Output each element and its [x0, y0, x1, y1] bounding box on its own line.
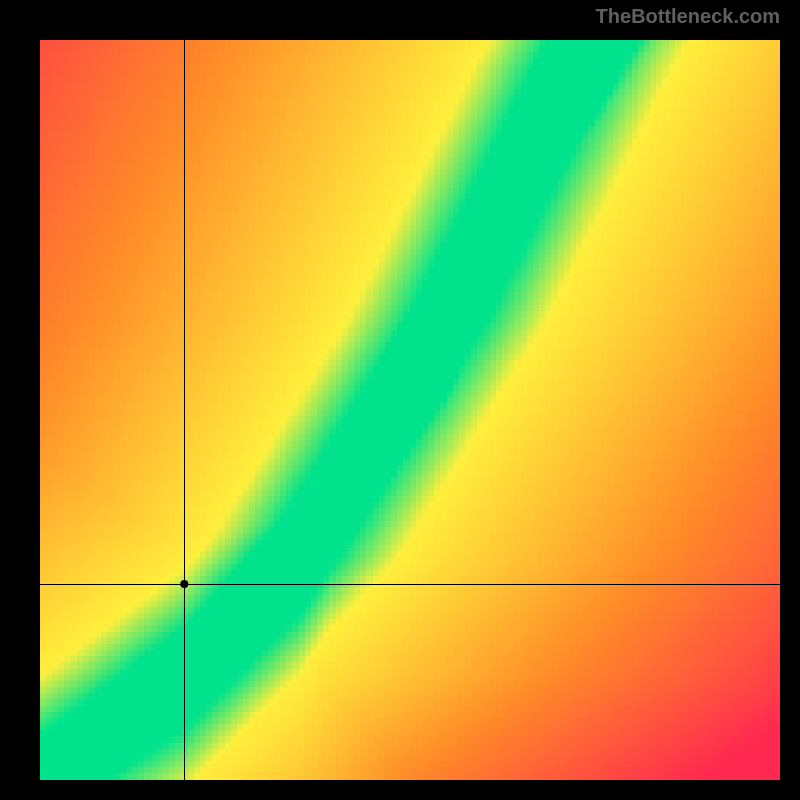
chart-container: TheBottleneck.com — [0, 0, 800, 800]
watermark-text: TheBottleneck.com — [596, 6, 780, 29]
bottleneck-heatmap — [40, 40, 780, 780]
